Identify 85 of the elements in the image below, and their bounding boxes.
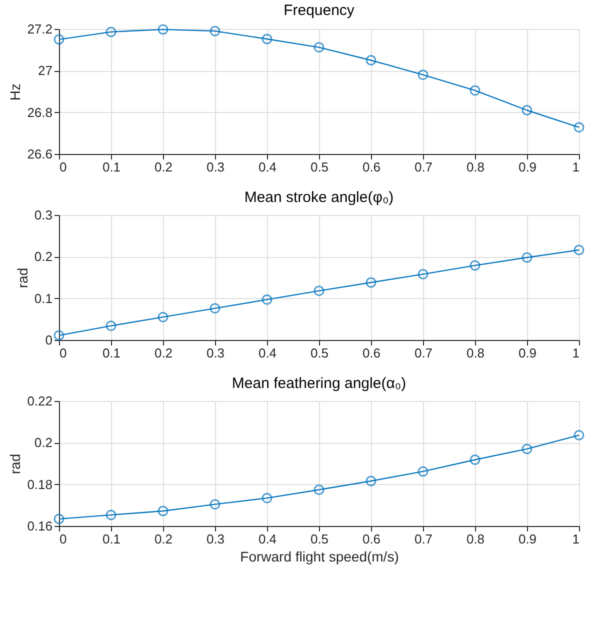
y-tick-label: 0.22 [27, 394, 52, 408]
y-tick-label: 0.1 [34, 290, 52, 306]
y-tick-label: 0.18 [27, 476, 52, 492]
point [522, 252, 532, 263]
point [366, 476, 376, 486]
y-tick-label: 0.16 [27, 518, 52, 534]
x-tick-label: 0.1 [102, 346, 121, 360]
x-tick-label: 0.2 [154, 532, 173, 546]
x-tick-label: 0.4 [258, 160, 277, 174]
chart-title: Frequency [284, 2, 355, 19]
x-tick-label: 0.5 [310, 532, 329, 546]
point [522, 105, 532, 116]
point [106, 510, 116, 520]
point [210, 26, 220, 36]
x-tick-label: 0.2 [154, 160, 173, 174]
x-tick-label: 0.5 [310, 346, 329, 360]
x-tick-label: 0.3 [206, 160, 225, 174]
point [314, 42, 324, 53]
x-tick-label: 0.4 [258, 532, 277, 546]
x-tick-label: 0.7 [414, 160, 433, 174]
point [262, 34, 272, 44]
point [418, 70, 428, 80]
x-tick-label: 0.9 [518, 346, 537, 360]
point [574, 122, 584, 133]
point [106, 26, 116, 38]
point [262, 294, 272, 305]
point [54, 34, 64, 45]
y-tick-label: 0 [45, 332, 52, 348]
point [158, 506, 168, 516]
x-tick-label: 0.6 [362, 160, 381, 174]
point [158, 24, 168, 35]
y-tick-label: 0.2 [34, 435, 52, 450]
x-tick-label: 0.7 [414, 346, 433, 360]
y-tick-label: 27.2 [27, 22, 52, 36]
y-tick-label: 27 [38, 63, 52, 78]
x-axis-title: Forward flight speed(m/s) [240, 548, 399, 564]
point [210, 499, 220, 510]
x-tick-label: 0 [60, 160, 67, 174]
point [470, 260, 480, 271]
point [522, 444, 532, 454]
point [574, 244, 584, 256]
x-tick-label: 1 [572, 532, 580, 546]
y-tick-label: 26.8 [27, 104, 52, 120]
chart-title: Mean stroke angle(φ₀) [244, 189, 394, 206]
x-tick-label: 0 [60, 346, 67, 360]
x-tick-label: 0.8 [466, 532, 485, 546]
point [210, 303, 220, 314]
x-tick-label: 0.9 [518, 160, 537, 174]
x-tick-label: 0.4 [258, 346, 277, 360]
point [418, 268, 428, 280]
point [262, 492, 272, 504]
y-tick-label: 0.3 [34, 208, 52, 222]
x-tick-label: 0.7 [414, 532, 433, 546]
x-tick-label: 0 [60, 532, 67, 546]
x-tick-label: 0.9 [518, 532, 537, 546]
y-tick-label: 0.2 [34, 249, 52, 264]
x-tick-label: 0.1 [102, 160, 121, 174]
point [470, 85, 480, 96]
x-tick-label: 0.1 [102, 532, 121, 546]
point [366, 277, 376, 288]
x-tick-label: 0.8 [466, 160, 485, 174]
x-tick-label: 0.6 [362, 532, 381, 546]
y-tick-label: 26.6 [27, 146, 52, 162]
point [54, 330, 64, 341]
x-tick-label: 0.6 [362, 346, 381, 360]
point [366, 55, 376, 66]
x-tick-label: 0.5 [310, 160, 329, 174]
x-tick-label: 0.2 [154, 346, 173, 360]
point [314, 286, 324, 296]
x-tick-label: 1 [572, 346, 580, 360]
chart-title: Mean feathering angle(α₀) [232, 375, 406, 392]
y-axis-title: Hz [7, 83, 24, 101]
x-tick-label: 0.8 [466, 346, 485, 360]
point [574, 430, 584, 440]
x-tick-label: 0.3 [206, 532, 225, 546]
x-tick-label: 0.3 [206, 346, 225, 360]
point [106, 320, 116, 332]
point [418, 466, 428, 477]
x-tick-label: 1 [572, 160, 580, 174]
y-axis-title: rad [7, 454, 24, 474]
point [314, 484, 324, 495]
point [470, 454, 480, 465]
y-axis-title: rad [14, 268, 30, 288]
point [54, 514, 64, 524]
point [158, 312, 168, 322]
